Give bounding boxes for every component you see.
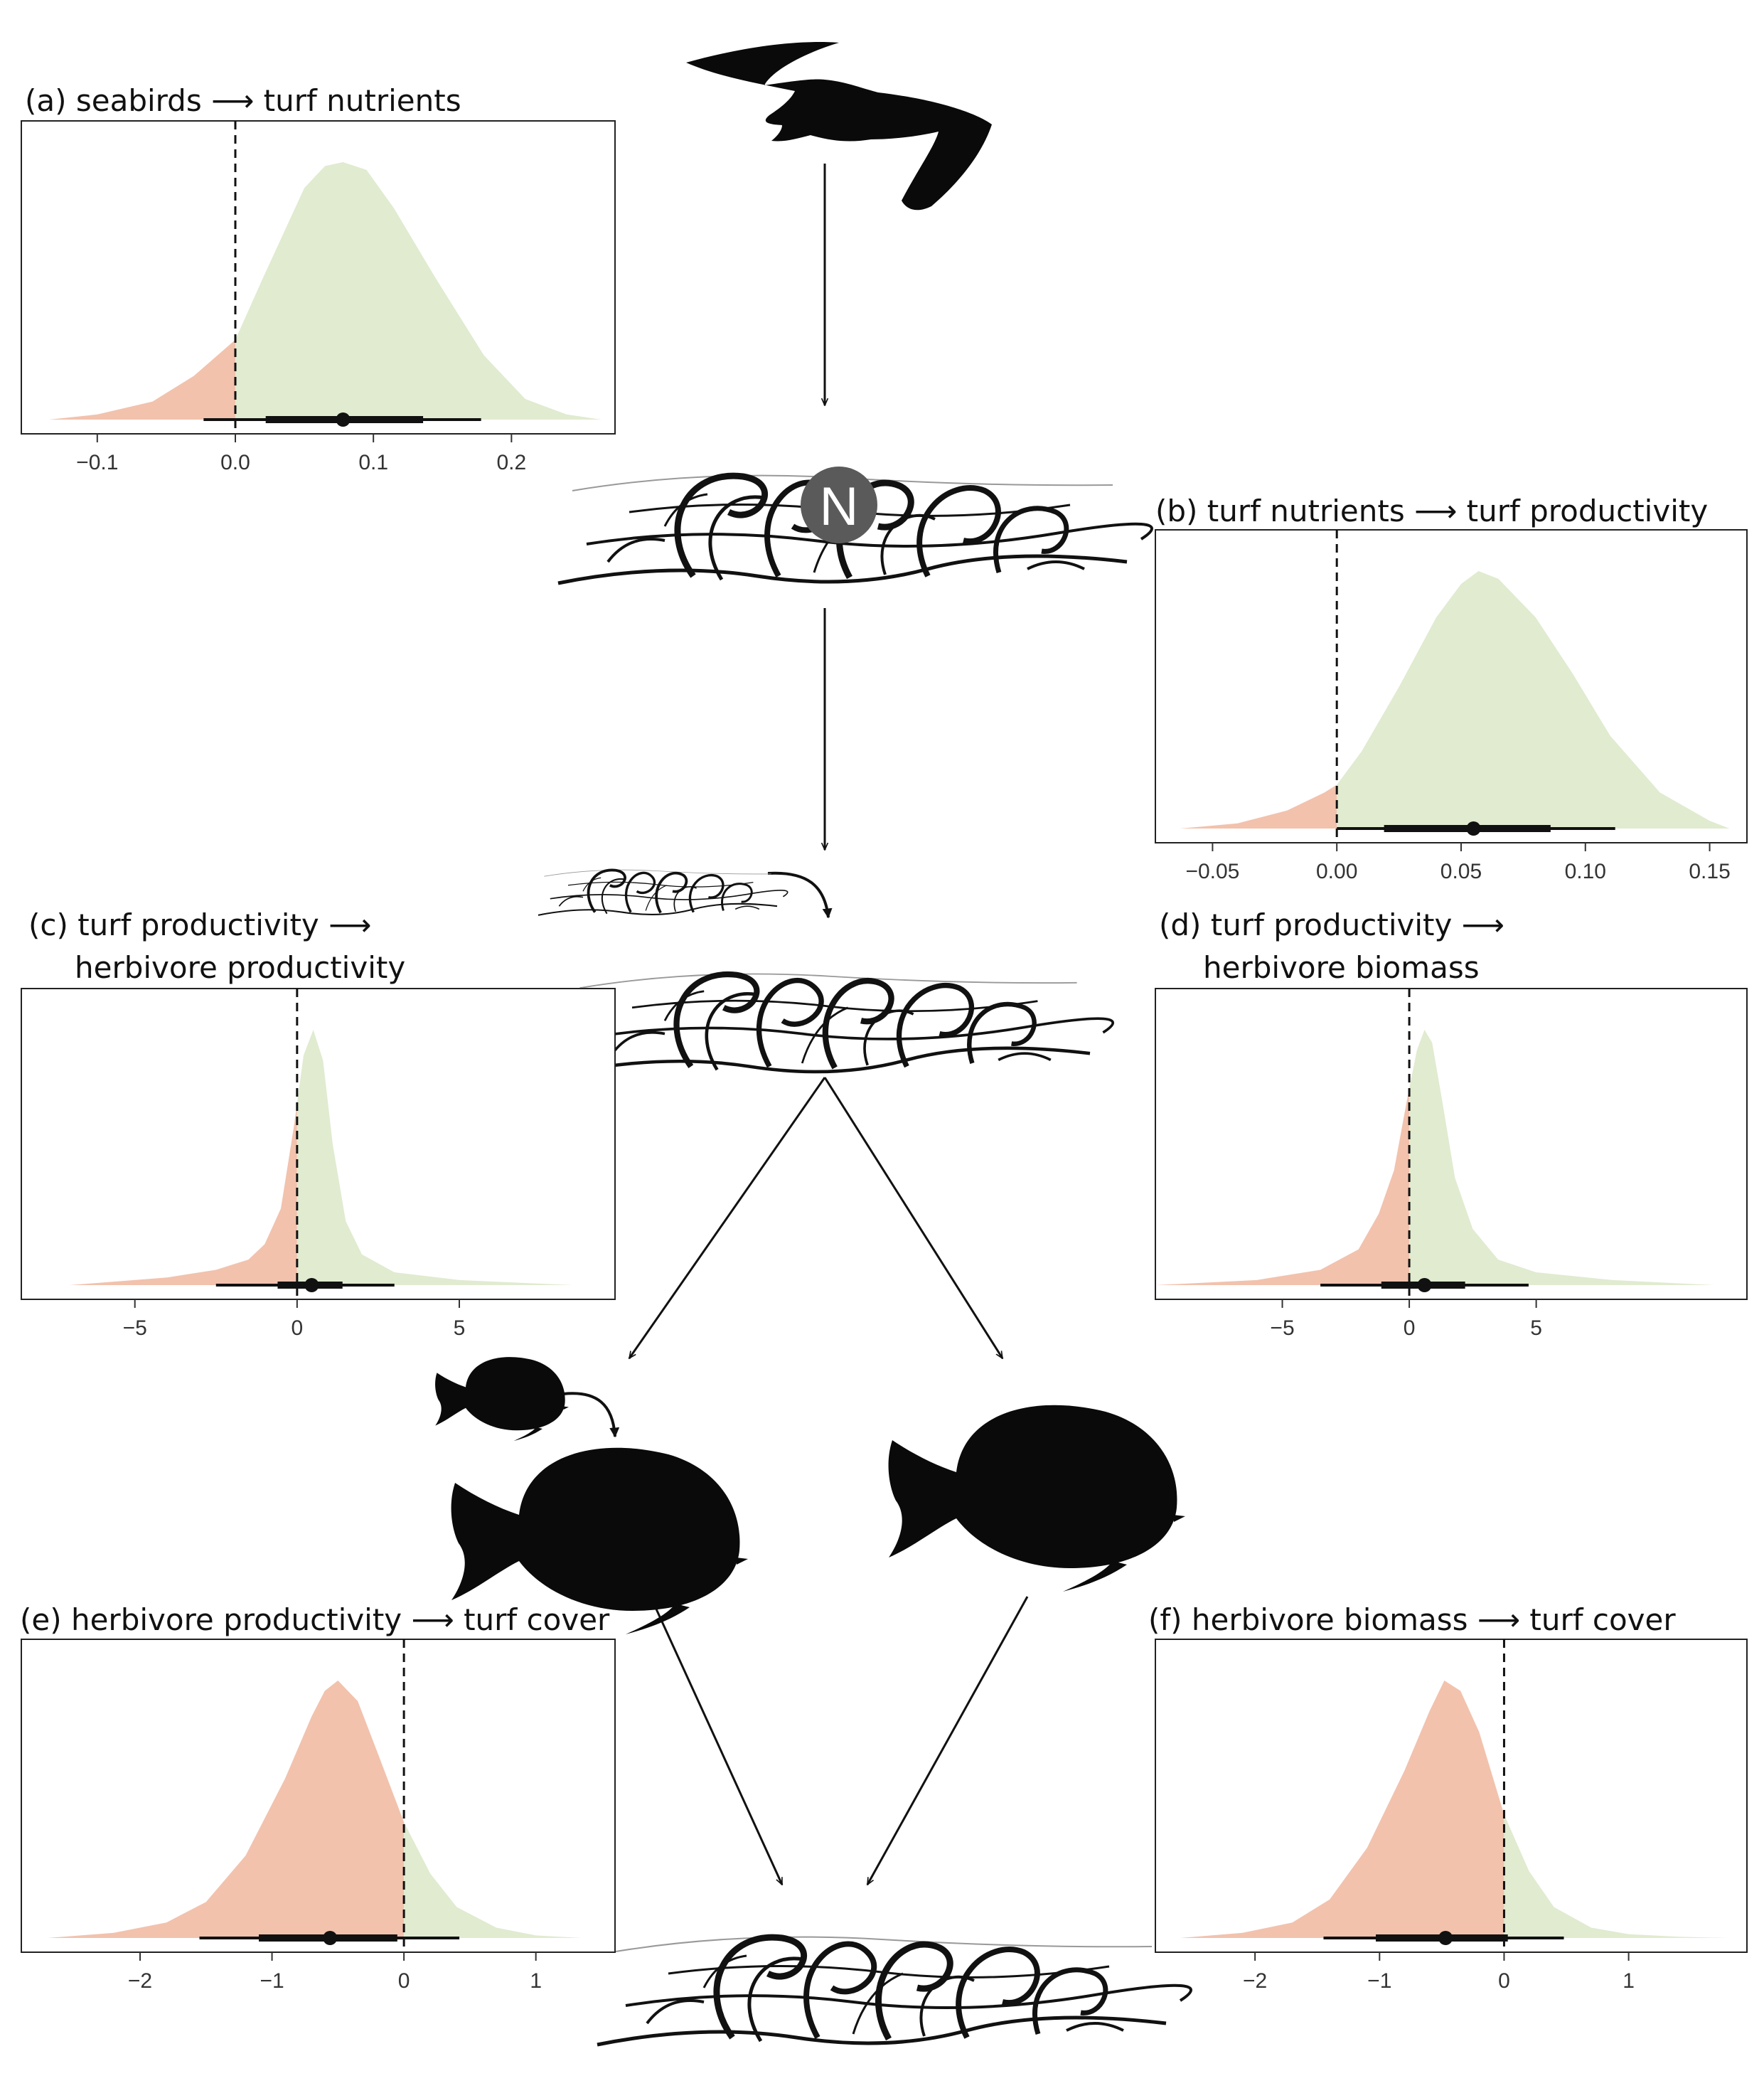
x-tick-label: 0.00	[1316, 860, 1357, 883]
x-tick-label: −2	[1243, 1969, 1267, 1993]
x-tick-label: 0.1	[358, 451, 388, 474]
density-positive	[235, 162, 602, 420]
x-tick-label: 5	[454, 1316, 466, 1340]
x-tick-label: 0.15	[1689, 860, 1730, 883]
panel-title: (f) herbivore biomass ⟶ turf cover	[1148, 1602, 1676, 1637]
arrow-turf-growth	[767, 871, 833, 919]
panel-title: (b) turf nutrients ⟶ turf productivity	[1155, 494, 1708, 528]
density-negative	[1180, 784, 1337, 829]
arrow-turf-to-herb-productivity	[628, 1077, 826, 1358]
panel-title-target: herbivore productivity	[75, 950, 405, 985]
x-tick-label: 0.05	[1440, 860, 1482, 883]
herbivore-fish-icon	[888, 1405, 1185, 1592]
arrow-herb-productivity-to-cover	[649, 1596, 784, 1885]
nutrient-n-icon: N	[801, 467, 877, 543]
density-positive	[1409, 1030, 1714, 1285]
panel-d: (d) turf productivity ⟶ herbivore biomass…	[1155, 907, 1748, 1340]
density-positive	[1504, 1814, 1728, 1938]
panel-title-target: herbivore biomass	[1203, 950, 1480, 985]
panel-f: (f) herbivore biomass ⟶ turf cover −2 −1 0 1	[1148, 1602, 1748, 1993]
median-point	[304, 1278, 319, 1292]
x-tick-label: −0.05	[1185, 860, 1239, 883]
arrow-herb-biomass-to-cover	[866, 1596, 1029, 1885]
arrow-fish-growth	[562, 1392, 620, 1438]
median-point	[1466, 821, 1481, 836]
x-tick-label: 1	[530, 1969, 542, 1993]
x-tick-label: 0	[1404, 1316, 1416, 1340]
density-negative	[70, 1102, 297, 1285]
x-tick-label: 0.2	[497, 451, 527, 474]
turf-algae-icon	[597, 1937, 1191, 2045]
median-point	[1438, 1931, 1453, 1945]
density-negative	[1155, 1088, 1410, 1285]
x-tick-label: 0	[398, 1969, 410, 1993]
density-positive	[1337, 571, 1730, 829]
nutrient-label: N	[820, 476, 859, 537]
median-point	[1417, 1278, 1432, 1292]
turf-algae-icon	[567, 974, 1113, 1072]
flow-arrows	[562, 164, 1029, 1885]
x-tick-label: −1	[1367, 1969, 1391, 1993]
x-tick-label: −2	[128, 1969, 152, 1993]
seabird-icon	[686, 42, 992, 211]
density-negative	[48, 339, 235, 420]
x-tick-label: −5	[1270, 1316, 1294, 1340]
density-positive	[296, 1030, 573, 1285]
panel-title: (a) seabirds ⟶ turf nutrients	[25, 83, 461, 118]
panel-c: (c) turf productivity ⟶ herbivore product…	[21, 907, 616, 1340]
density-negative	[1180, 1681, 1504, 1938]
panel-title: (c) turf productivity ⟶	[28, 907, 371, 942]
herbivore-fish-icon	[435, 1357, 569, 1442]
density-negative	[48, 1681, 405, 1938]
panel-a: (a) seabirds ⟶ turf nutrients −0.1 0.0 0.1 0…	[21, 83, 616, 474]
x-tick-label: 0	[291, 1316, 303, 1340]
x-tick-label: −0.1	[76, 451, 118, 474]
median-point	[323, 1931, 338, 1945]
density-positive	[404, 1822, 582, 1938]
small-turf-icon	[537, 868, 789, 917]
x-tick-label: 1	[1623, 1969, 1635, 1993]
median-point	[336, 412, 351, 427]
panel-b: (b) turf nutrients ⟶ turf productivity −0…	[1155, 494, 1748, 883]
x-tick-label: −1	[260, 1969, 284, 1993]
panel-e: (e) herbivore productivity ⟶ turf cover −…	[20, 1602, 616, 1993]
x-tick-label: 0.0	[220, 451, 250, 474]
x-tick-label: 0	[1498, 1969, 1510, 1993]
x-tick-label: 0.10	[1565, 860, 1606, 883]
x-tick-label: −5	[123, 1316, 147, 1340]
arrow-turf-to-herb-biomass	[823, 1077, 1004, 1358]
panel-title: (e) herbivore productivity ⟶ turf cover	[20, 1602, 610, 1637]
x-tick-label: 5	[1530, 1316, 1542, 1340]
panel-title: (d) turf productivity ⟶	[1159, 907, 1504, 942]
